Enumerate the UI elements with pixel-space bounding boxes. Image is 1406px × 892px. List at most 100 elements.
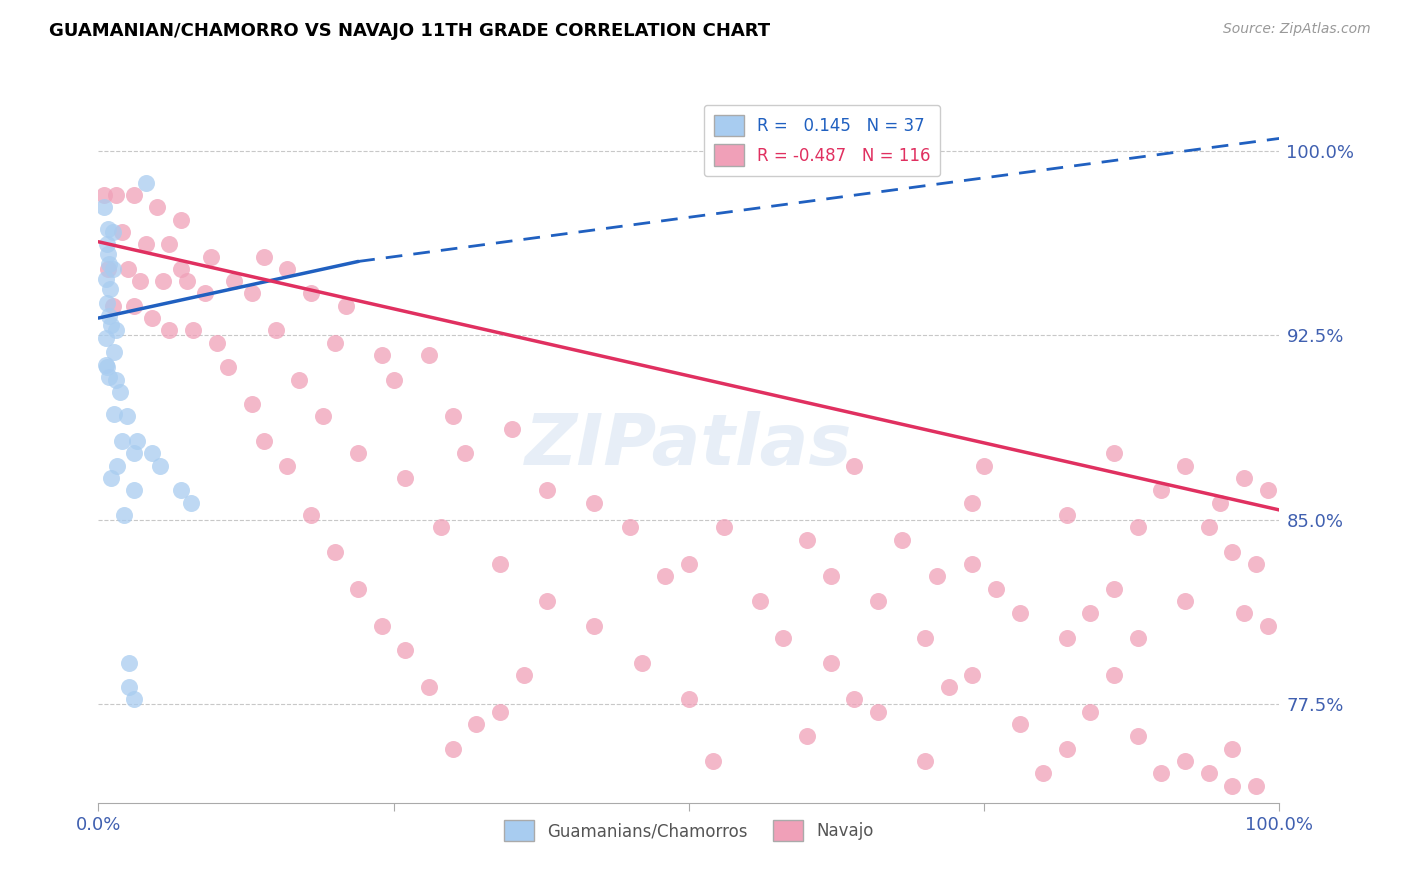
- Point: [418, 348, 440, 362]
- Point: [1220, 779, 1243, 793]
- Point: [111, 434, 134, 448]
- Point: [101, 225, 124, 239]
- Text: ZIPatlas: ZIPatlas: [526, 411, 852, 481]
- Point: [135, 176, 157, 190]
- Point: [1126, 730, 1149, 744]
- Point: [1080, 705, 1102, 719]
- Point: [1174, 594, 1197, 608]
- Point: [962, 495, 984, 509]
- Point: [299, 286, 322, 301]
- Point: [1220, 545, 1243, 559]
- Point: [96, 237, 118, 252]
- Point: [100, 471, 122, 485]
- Point: [1008, 717, 1031, 731]
- Point: [94, 331, 117, 345]
- Point: [276, 458, 298, 473]
- Point: [430, 520, 453, 534]
- Point: [371, 348, 394, 362]
- Point: [382, 373, 405, 387]
- Point: [1056, 631, 1078, 645]
- Point: [97, 222, 120, 236]
- Point: [820, 569, 842, 583]
- Point: [1080, 607, 1102, 621]
- Point: [1126, 520, 1149, 534]
- Point: [96, 360, 118, 375]
- Point: [914, 754, 936, 768]
- Point: [938, 680, 960, 694]
- Point: [866, 705, 889, 719]
- Point: [1150, 766, 1173, 780]
- Point: [536, 483, 558, 498]
- Text: GUAMANIAN/CHAMORRO VS NAVAJO 11TH GRADE CORRELATION CHART: GUAMANIAN/CHAMORRO VS NAVAJO 11TH GRADE …: [49, 22, 770, 40]
- Point: [170, 212, 193, 227]
- Point: [170, 483, 193, 498]
- Point: [347, 446, 370, 460]
- Point: [100, 318, 122, 333]
- Point: [394, 471, 416, 485]
- Point: [105, 323, 128, 337]
- Point: [111, 225, 134, 239]
- Point: [128, 274, 150, 288]
- Point: [1220, 741, 1243, 756]
- Point: [1008, 607, 1031, 621]
- Point: [176, 274, 198, 288]
- Point: [118, 656, 141, 670]
- Point: [418, 680, 440, 694]
- Point: [713, 520, 735, 534]
- Point: [108, 384, 131, 399]
- Point: [1257, 618, 1279, 632]
- Point: [200, 250, 222, 264]
- Point: [984, 582, 1007, 596]
- Point: [1209, 495, 1232, 509]
- Point: [323, 335, 346, 350]
- Point: [441, 409, 464, 424]
- Point: [105, 188, 128, 202]
- Point: [1198, 520, 1220, 534]
- Point: [115, 409, 138, 424]
- Point: [127, 434, 149, 448]
- Point: [1102, 582, 1125, 596]
- Point: [103, 407, 125, 421]
- Point: [98, 257, 121, 271]
- Point: [619, 520, 641, 534]
- Point: [844, 692, 866, 706]
- Point: [583, 495, 606, 509]
- Point: [135, 237, 157, 252]
- Point: [181, 323, 204, 337]
- Point: [141, 446, 163, 460]
- Point: [1198, 766, 1220, 780]
- Point: [98, 309, 121, 323]
- Point: [1056, 741, 1078, 756]
- Point: [103, 345, 125, 359]
- Point: [93, 200, 115, 214]
- Point: [820, 656, 842, 670]
- Point: [844, 458, 866, 473]
- Point: [796, 730, 818, 744]
- Point: [170, 261, 193, 276]
- Point: [105, 373, 128, 387]
- Point: [1233, 607, 1256, 621]
- Point: [122, 299, 145, 313]
- Point: [98, 370, 121, 384]
- Point: [678, 692, 700, 706]
- Point: [453, 446, 475, 460]
- Point: [441, 741, 464, 756]
- Point: [654, 569, 676, 583]
- Point: [796, 533, 818, 547]
- Point: [217, 360, 239, 375]
- Point: [122, 188, 145, 202]
- Legend: Guamanians/Chamorros, Navajo: Guamanians/Chamorros, Navajo: [498, 814, 880, 848]
- Point: [465, 717, 488, 731]
- Point: [962, 557, 984, 571]
- Point: [101, 261, 124, 276]
- Point: [112, 508, 135, 522]
- Point: [1126, 631, 1149, 645]
- Point: [101, 299, 124, 313]
- Point: [105, 458, 128, 473]
- Point: [501, 422, 523, 436]
- Point: [118, 680, 141, 694]
- Point: [678, 557, 700, 571]
- Point: [1174, 754, 1197, 768]
- Point: [890, 533, 912, 547]
- Point: [1257, 483, 1279, 498]
